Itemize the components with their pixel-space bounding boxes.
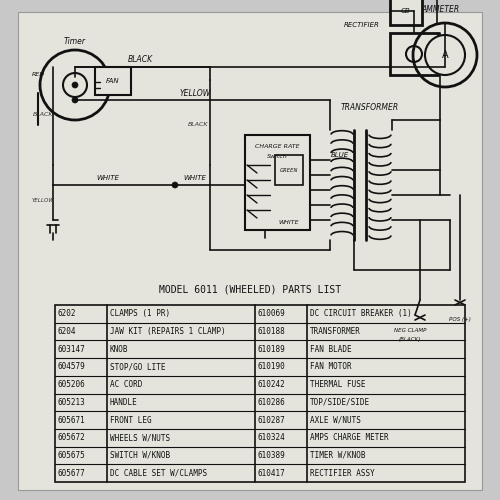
Circle shape	[425, 35, 465, 75]
Circle shape	[406, 46, 422, 62]
Text: SWITCH W/KNOB: SWITCH W/KNOB	[110, 451, 170, 460]
Text: 610242: 610242	[257, 380, 285, 389]
Text: TOP/SIDE/SIDE: TOP/SIDE/SIDE	[310, 398, 370, 407]
Text: AC CORD: AC CORD	[110, 380, 142, 389]
Text: 6202: 6202	[57, 310, 76, 318]
Text: CB: CB	[401, 8, 411, 14]
Circle shape	[172, 182, 178, 188]
Text: NEG CLAMP: NEG CLAMP	[394, 328, 426, 332]
Text: 605671: 605671	[57, 416, 85, 424]
Text: YELLOW: YELLOW	[32, 198, 54, 202]
Bar	[275, 155, 303, 185]
Text: CLAMPS (1 PR): CLAMPS (1 PR)	[110, 310, 170, 318]
Text: FAN MOTOR: FAN MOTOR	[310, 362, 352, 372]
Text: 605672: 605672	[57, 433, 85, 442]
Text: 604579: 604579	[57, 362, 85, 372]
Text: 610069: 610069	[257, 310, 285, 318]
Bar	[245, 135, 310, 230]
Text: DC CIRCUIT BREAKER (1): DC CIRCUIT BREAKER (1)	[310, 310, 412, 318]
Text: BLACK: BLACK	[188, 122, 208, 128]
Text: CHARGE RATE: CHARGE RATE	[254, 144, 300, 150]
Text: TRANSFORMER: TRANSFORMER	[341, 104, 399, 112]
Text: WHITE: WHITE	[184, 175, 206, 181]
Text: 610417: 610417	[257, 468, 285, 477]
Text: 603147: 603147	[57, 345, 85, 354]
Text: THERMAL FUSE: THERMAL FUSE	[310, 380, 366, 389]
Text: 610286: 610286	[257, 398, 285, 407]
Text: STOP/GO LITE: STOP/GO LITE	[110, 362, 166, 372]
Text: 610389: 610389	[257, 451, 285, 460]
Bar	[55, 305, 465, 482]
Text: DC CABLE SET W/CLAMPS: DC CABLE SET W/CLAMPS	[110, 468, 207, 477]
Text: AMMETER: AMMETER	[421, 6, 459, 15]
Text: 610324: 610324	[257, 433, 285, 442]
Bar	[390, 33, 438, 75]
Text: POS (+): POS (+)	[449, 318, 471, 322]
Text: BLACK: BLACK	[128, 56, 152, 64]
Text: RECTIFIER: RECTIFIER	[344, 22, 380, 28]
Text: WHITE: WHITE	[278, 220, 299, 224]
Bar	[95, 67, 131, 95]
Text: BLACK: BLACK	[33, 112, 53, 117]
Text: TRANSFORMER: TRANSFORMER	[310, 327, 361, 336]
Text: WHITE: WHITE	[96, 175, 120, 181]
Text: KNOB: KNOB	[110, 345, 128, 354]
Text: 610189: 610189	[257, 345, 285, 354]
Circle shape	[72, 82, 78, 88]
Text: YELLOW: YELLOW	[180, 88, 210, 98]
Text: AXLE W/NUTS: AXLE W/NUTS	[310, 416, 361, 424]
Text: WHEELS W/NUTS: WHEELS W/NUTS	[110, 433, 170, 442]
Text: MODEL 6011 (WHEELED) PARTS LIST: MODEL 6011 (WHEELED) PARTS LIST	[159, 285, 341, 295]
Text: Timer: Timer	[64, 38, 86, 46]
Text: HANDLE: HANDLE	[110, 398, 138, 407]
Text: JAW KIT (REPAIRS 1 CLAMP): JAW KIT (REPAIRS 1 CLAMP)	[110, 327, 226, 336]
Circle shape	[63, 73, 87, 97]
Text: TIMER W/KNOB: TIMER W/KNOB	[310, 451, 366, 460]
Bar	[390, 0, 422, 25]
Text: RECTIFIER ASSY: RECTIFIER ASSY	[310, 468, 375, 477]
Text: 605675: 605675	[57, 451, 85, 460]
Text: FAN BLADE: FAN BLADE	[310, 345, 352, 354]
Text: 605206: 605206	[57, 380, 85, 389]
Text: 610188: 610188	[257, 327, 285, 336]
Text: FAN: FAN	[106, 78, 120, 84]
Text: 610190: 610190	[257, 362, 285, 372]
Text: 6204: 6204	[57, 327, 76, 336]
Text: FRONT LEG: FRONT LEG	[110, 416, 152, 424]
Text: 610287: 610287	[257, 416, 285, 424]
Text: 605213: 605213	[57, 398, 85, 407]
Text: GREEN: GREEN	[280, 168, 298, 172]
Text: 605677: 605677	[57, 468, 85, 477]
Text: (BLACK): (BLACK)	[399, 338, 421, 342]
Text: AMPS CHARGE METER: AMPS CHARGE METER	[310, 433, 388, 442]
Circle shape	[72, 97, 78, 103]
Text: BLUE: BLUE	[331, 152, 349, 158]
Text: A: A	[442, 50, 448, 60]
Text: Switch: Switch	[266, 154, 287, 160]
Text: RED: RED	[32, 72, 44, 78]
